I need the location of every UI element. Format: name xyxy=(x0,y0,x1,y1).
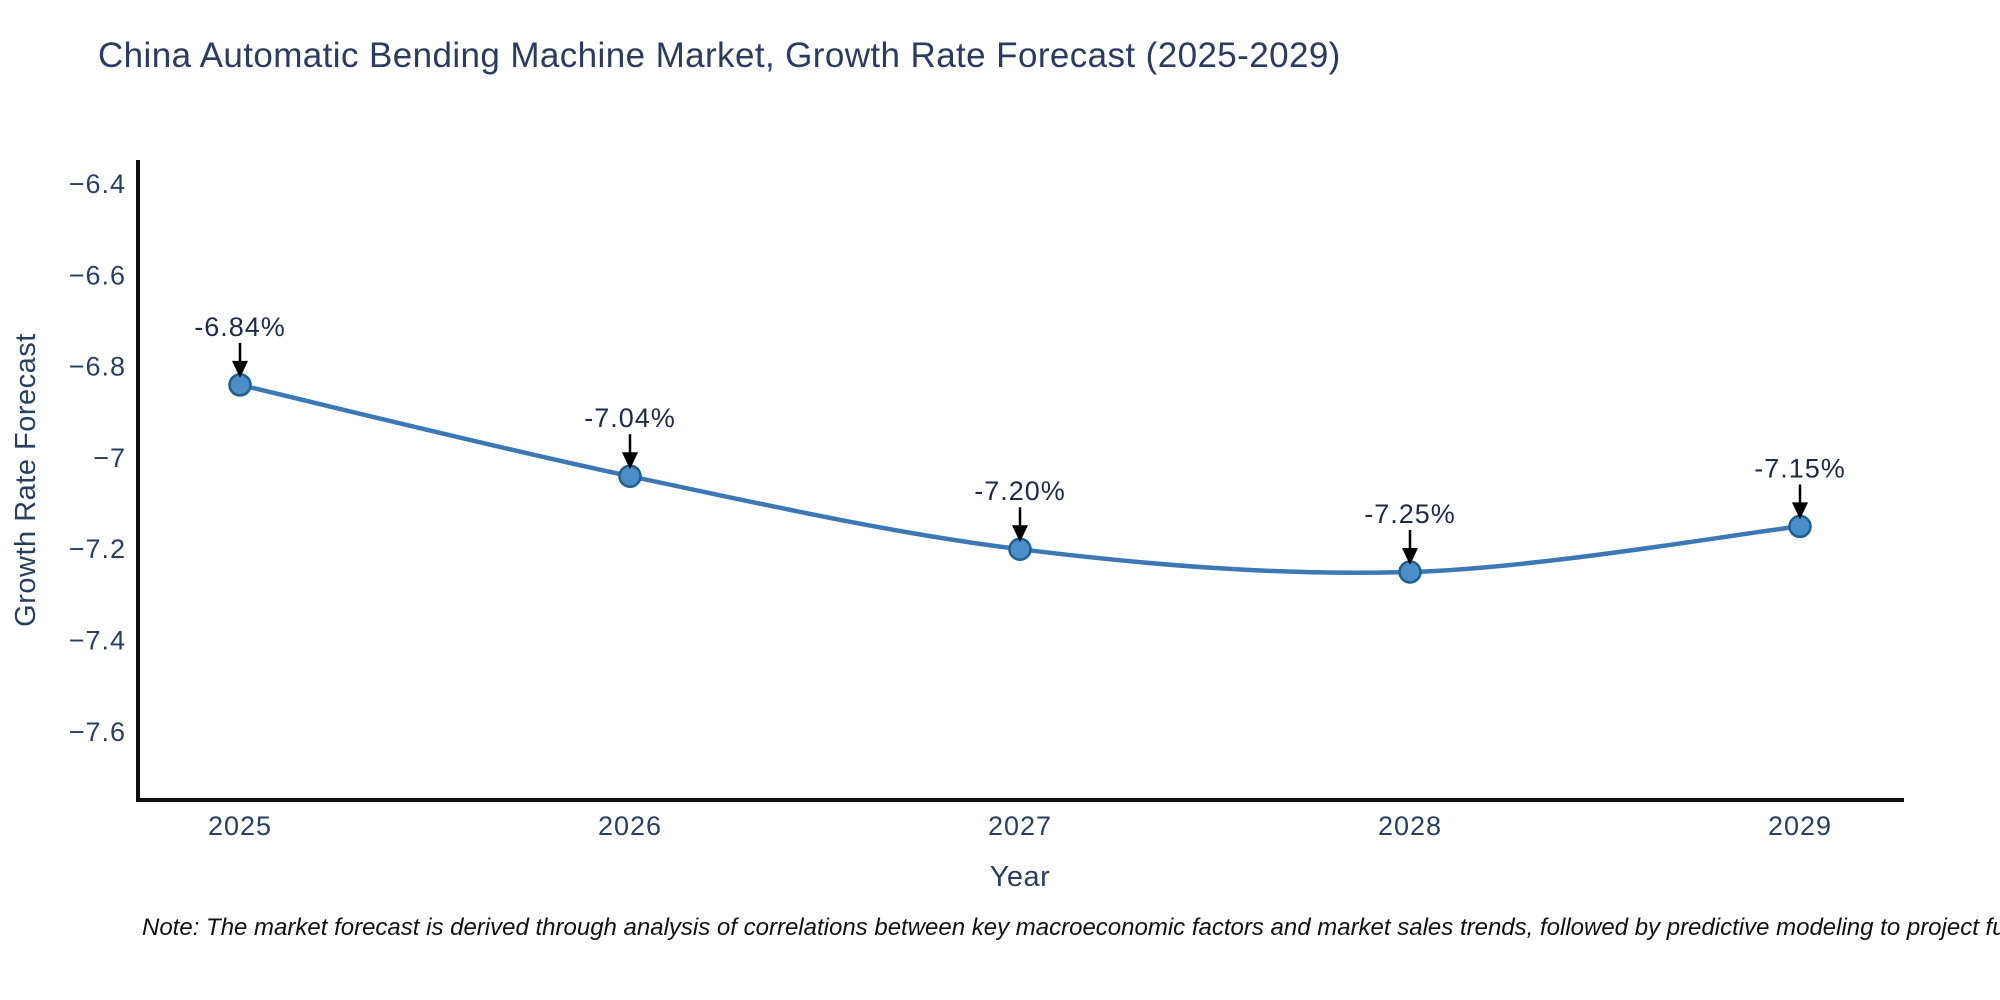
x-tick-label: 2027 xyxy=(988,811,1052,841)
x-tick-label: 2029 xyxy=(1768,811,1832,841)
y-tick-label: −7.4 xyxy=(69,626,126,656)
annotation-label-2028: -7.25% xyxy=(1364,499,1456,529)
y-tick-label: −7.2 xyxy=(69,534,126,564)
y-tick-label: −7.6 xyxy=(69,717,126,747)
y-tick-label: −7 xyxy=(93,443,126,473)
x-tick-label: 2025 xyxy=(208,811,272,841)
annotation-arrow-head-2029 xyxy=(1792,502,1808,520)
annotation-label-2025: -6.84% xyxy=(194,312,286,342)
y-tick-label: −6.8 xyxy=(69,352,126,382)
annotation-label-2027: -7.20% xyxy=(974,476,1066,506)
annotation-label-2029: -7.15% xyxy=(1754,453,1846,483)
y-tick-label: −6.6 xyxy=(69,260,126,290)
x-tick-label: 2028 xyxy=(1378,811,1442,841)
chart-title: China Automatic Bending Machine Market, … xyxy=(98,36,1341,75)
annotation-arrow-head-2025 xyxy=(232,360,248,378)
y-tick-label: −6.4 xyxy=(69,169,126,199)
annotation-arrow-head-2027 xyxy=(1012,525,1028,543)
x-axis-title: Year xyxy=(990,861,1051,893)
annotation-arrow-head-2026 xyxy=(622,452,638,470)
footnote: Note: The market forecast is derived thr… xyxy=(142,914,2000,941)
x-tick-label: 2026 xyxy=(598,811,662,841)
annotation-label-2026: -7.04% xyxy=(584,403,676,433)
y-axis-title: Growth Rate Forecast xyxy=(10,333,42,627)
annotation-arrow-head-2028 xyxy=(1402,548,1418,565)
